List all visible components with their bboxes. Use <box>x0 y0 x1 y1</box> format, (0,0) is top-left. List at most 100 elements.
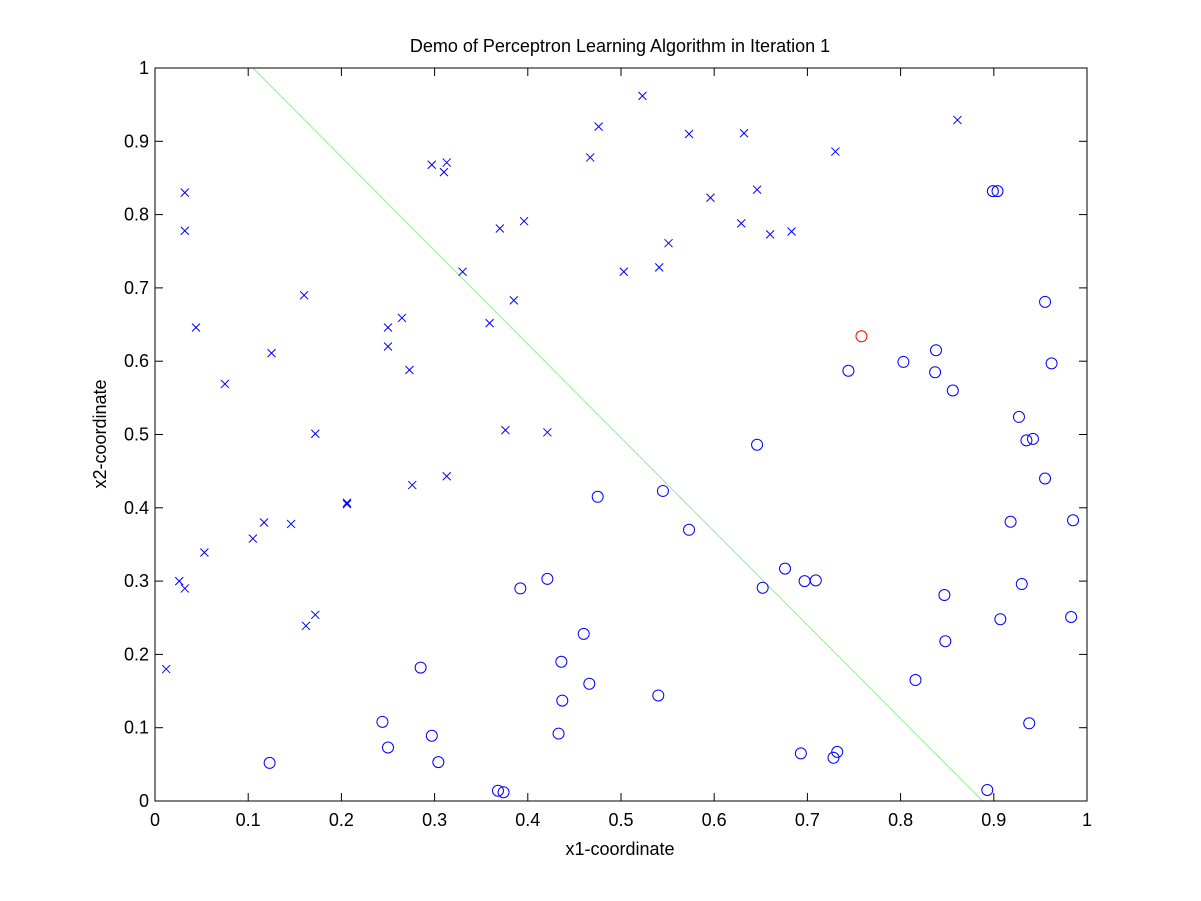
circle-marker <box>986 185 999 198</box>
circle-marker <box>1026 432 1039 445</box>
x-tick-label: 0.9 <box>981 810 1006 830</box>
cross-marker <box>407 480 417 490</box>
y-tick-label: 0.2 <box>124 644 149 664</box>
circle-marker <box>577 627 590 640</box>
cross-marker <box>301 621 311 631</box>
circle-marker <box>842 364 855 377</box>
cross-marker <box>442 158 452 167</box>
circle-marker <box>263 756 276 769</box>
circle-marker <box>552 727 565 740</box>
circle-marker <box>376 715 389 728</box>
circle-marker <box>491 784 504 797</box>
cross-marker <box>739 128 749 138</box>
cross-marker <box>684 129 694 139</box>
circle-marker <box>946 384 959 397</box>
circle-marker <box>652 689 665 702</box>
y-tick-label: 1 <box>139 58 149 78</box>
circle-marker <box>541 572 554 585</box>
cross-marker <box>180 226 190 236</box>
circle-marker <box>1023 717 1036 730</box>
cross-marker <box>405 365 414 375</box>
cross-marker <box>619 267 629 277</box>
y-tick-label: 0.9 <box>124 131 149 151</box>
circle-marker <box>929 366 942 379</box>
circle-marker <box>831 745 844 758</box>
circle-marker <box>683 523 696 536</box>
decision-boundary-line <box>252 68 983 801</box>
circle-marker <box>1015 578 1028 591</box>
cross-marker <box>485 318 494 328</box>
x-axis-ticks: 0 0.1 0.2 0.3 0.4 0.5 0.6 0.7 0.8 0.9 1 <box>150 68 1092 830</box>
circle-marker <box>432 756 445 769</box>
cross-marker <box>383 342 393 351</box>
cross-marker <box>259 518 269 527</box>
circle-marker <box>414 661 427 674</box>
circle-marker <box>939 635 952 648</box>
y-tick-label: 0.3 <box>124 571 149 591</box>
cross-marker <box>585 153 595 162</box>
cross-marker <box>310 610 320 620</box>
circle-marker <box>751 438 764 451</box>
cross-marker <box>161 664 171 674</box>
cross-marker <box>442 471 452 481</box>
cross-marker <box>509 296 519 305</box>
x-tick-label: 0.8 <box>888 810 913 830</box>
cross-marker <box>248 534 258 543</box>
cross-marker <box>638 91 647 101</box>
x-tick-label: 0.3 <box>422 810 447 830</box>
circle-marker <box>1065 611 1078 624</box>
x-tick-label: 0 <box>150 810 160 830</box>
x-tick-label: 1 <box>1082 810 1092 830</box>
cross-marker <box>342 498 352 508</box>
y-tick-label: 0.5 <box>124 425 149 445</box>
highlighted-circle-marker <box>855 330 868 343</box>
cross-marker <box>200 548 209 557</box>
plot-area <box>155 68 1087 801</box>
cross-marker <box>787 227 796 236</box>
x-tick-label: 0.1 <box>236 810 261 830</box>
circle-marker <box>756 581 769 594</box>
cross-marker <box>383 323 393 332</box>
cross-marker <box>654 263 664 272</box>
circle-marker <box>591 490 604 503</box>
cross-marker <box>342 499 352 509</box>
circle-marker <box>827 751 840 764</box>
circle-marker <box>514 582 527 595</box>
y-tick-label: 0.8 <box>124 205 149 225</box>
cross-marker <box>752 185 762 195</box>
circle-marker <box>382 741 394 754</box>
circle-marker <box>779 562 792 575</box>
circle-marker <box>809 574 822 587</box>
circle-marker <box>909 674 922 687</box>
x-tick-label: 0.4 <box>515 810 540 830</box>
y-tick-label: 0.6 <box>124 351 149 371</box>
cross-marker <box>180 188 190 197</box>
cross-marker <box>495 224 505 233</box>
circle-marker <box>981 784 994 797</box>
circle-marker <box>794 747 807 760</box>
cross-marker <box>736 219 746 228</box>
circle-marker <box>930 344 943 357</box>
circle-marker <box>1004 515 1017 528</box>
cross-marker <box>427 160 437 170</box>
circle-marker <box>555 655 568 668</box>
cross-marker <box>458 267 467 277</box>
circle-marker <box>1045 357 1058 370</box>
data-layer <box>161 68 1080 801</box>
circle-marker <box>1020 434 1033 447</box>
cross-marker <box>953 115 962 125</box>
x-tick-label: 0.6 <box>702 810 727 830</box>
cross-marker <box>397 313 407 323</box>
cross-marker <box>706 193 715 203</box>
cross-marker <box>191 323 201 332</box>
cross-marker <box>220 379 230 389</box>
y-tick-label: 0.1 <box>124 718 149 738</box>
cross-marker <box>180 584 190 593</box>
cross-marker <box>299 290 309 300</box>
circle-marker <box>1039 472 1052 485</box>
x-tick-label: 0.2 <box>329 810 354 830</box>
circle-marker <box>1039 295 1052 308</box>
cross-marker <box>664 238 673 248</box>
cross-marker <box>286 519 296 529</box>
cross-marker <box>594 122 603 131</box>
